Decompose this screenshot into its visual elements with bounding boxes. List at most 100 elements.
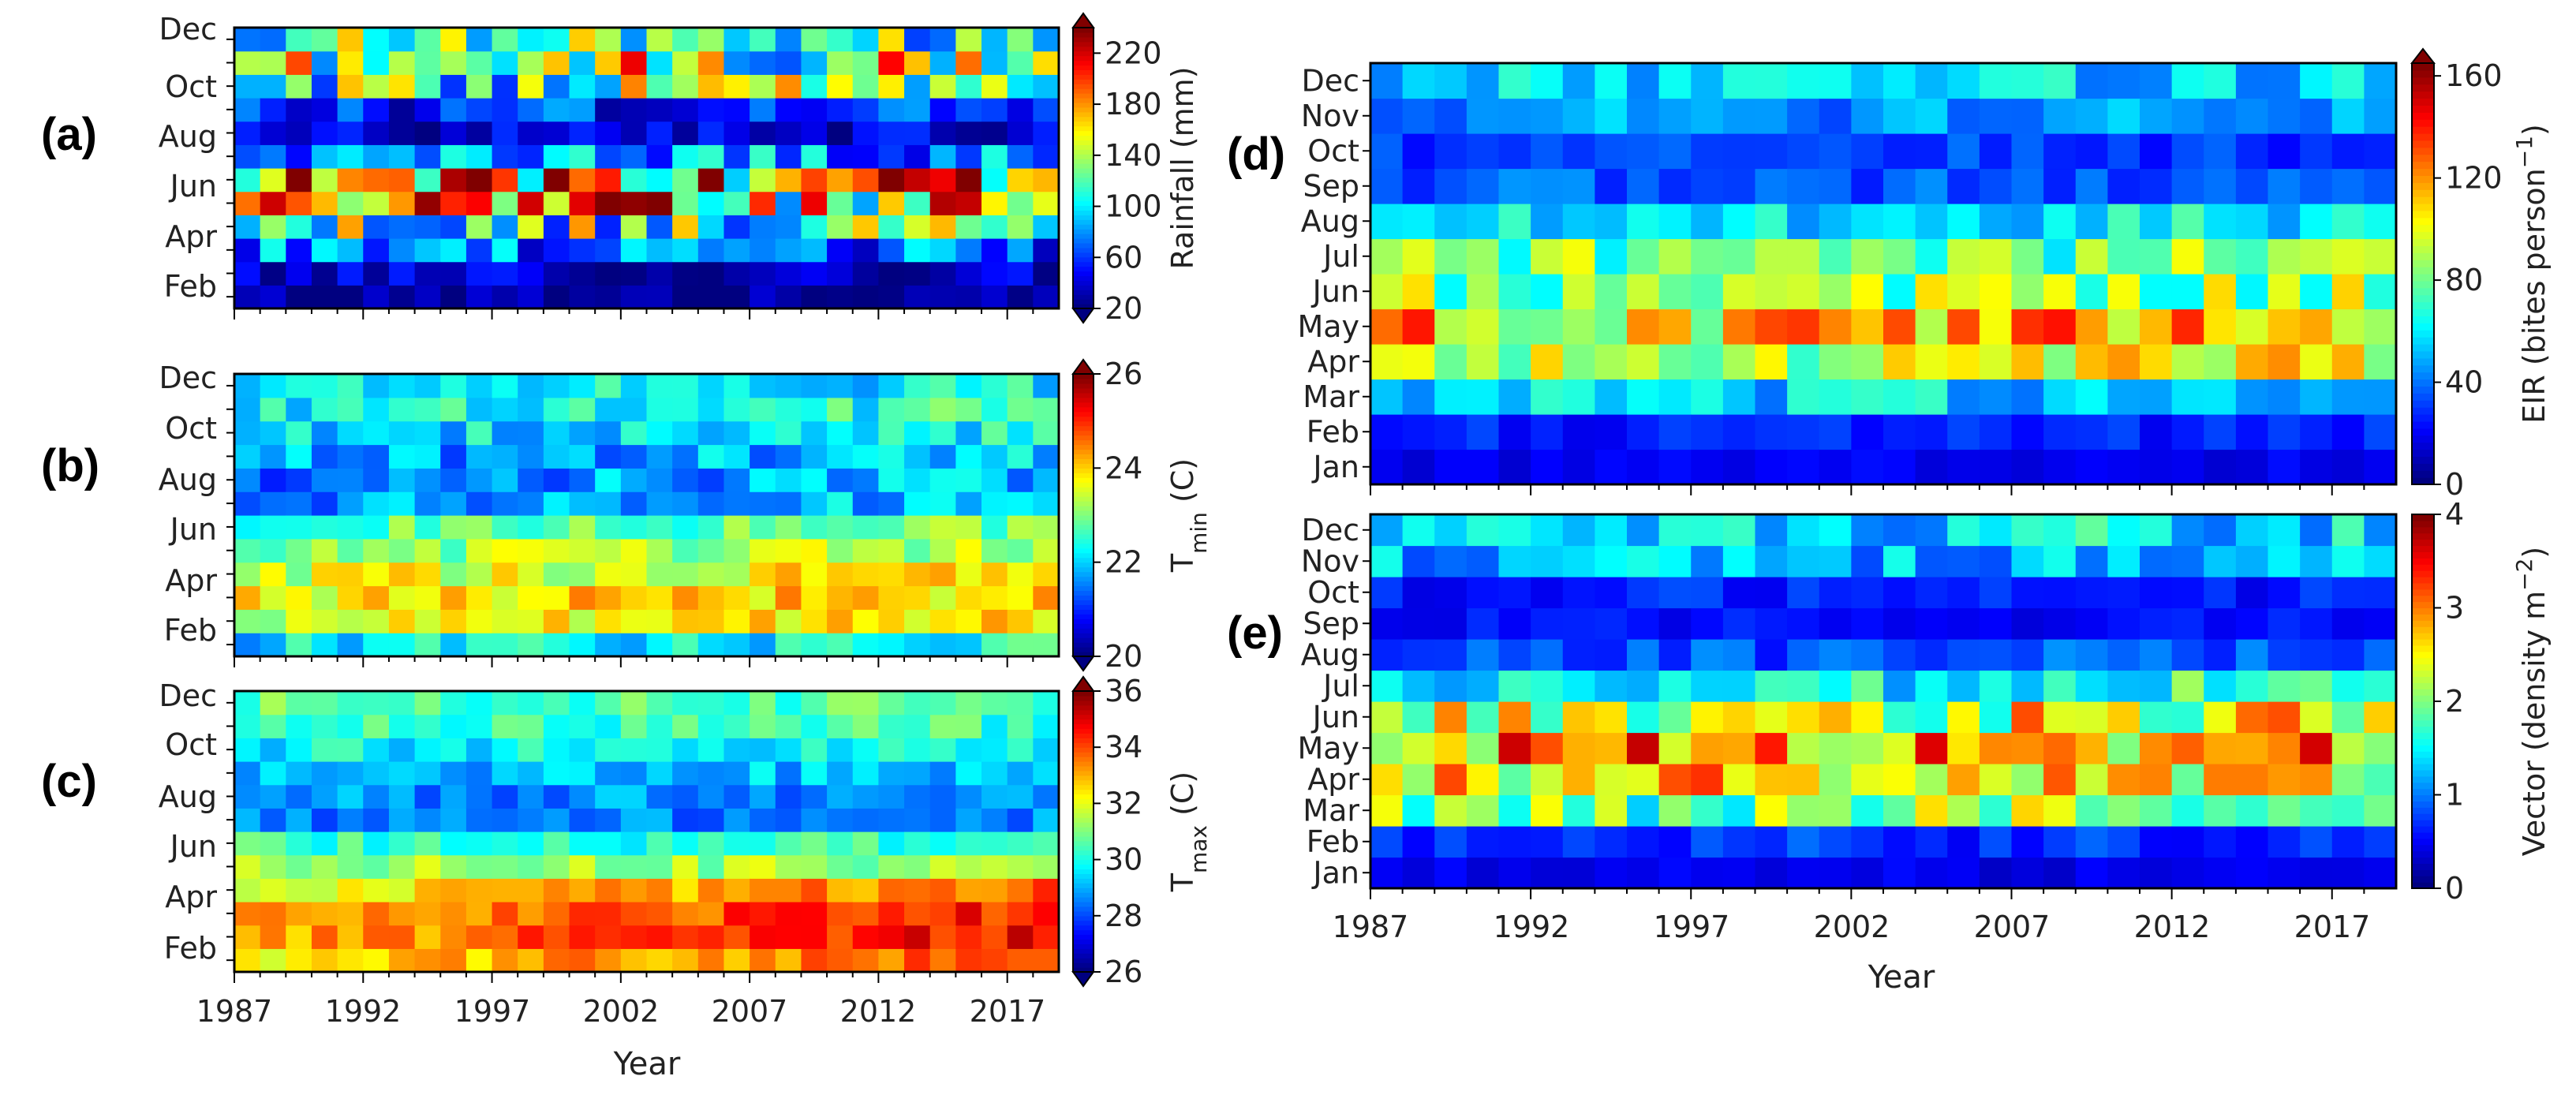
heatmap-cell-a-1988-m1: [260, 285, 286, 309]
heatmap-cell-b-1994-m3: [414, 585, 441, 610]
heatmap-cell-a-2002-m7: [620, 144, 648, 169]
heatmap-cell-e-1995-m9: [1627, 607, 1660, 640]
heatmap-cell-e-1995-m8: [1627, 639, 1660, 671]
heatmap-cell-b-1998-m1: [518, 633, 544, 657]
heatmap-cell-b-2014-m3: [929, 585, 956, 610]
y-tick-e-2: Mar: [1303, 793, 1359, 828]
heatmap-cell-c-2011-m7: [852, 808, 880, 832]
heatmap-cell-d-2009-m2: [2075, 414, 2108, 450]
colorbar-swatch-b-31: [1073, 506, 1094, 511]
heatmap-cell-e-1992-m6: [1531, 701, 1564, 734]
heatmap-cell-e-2011-m7: [2140, 670, 2173, 702]
heatmap-cell-a-1995-m5: [440, 191, 467, 215]
heatmap-cell-c-1987-m4: [234, 878, 261, 902]
heatmap-cell-d-2007-m10: [2011, 133, 2044, 170]
heatmap-cell-c-2004-m8: [672, 784, 699, 809]
heatmap-cell-b-1997-m7: [492, 491, 518, 516]
heatmap-cell-c-2005-m2: [697, 925, 725, 949]
heatmap-cell-c-2010-m5: [827, 854, 854, 879]
heatmap-cell-a-1988-m12: [260, 28, 286, 52]
heatmap-cell-e-1998-m9: [1722, 607, 1756, 640]
heatmap-cell-d-1999-m5: [1755, 308, 1788, 345]
heatmap-cell-c-2009-m8: [801, 784, 828, 809]
heatmap-cell-a-2007-m11: [750, 50, 776, 75]
heatmap-cell-b-2004-m2: [672, 609, 699, 633]
colorbar-swatch-c-4: [1073, 948, 1094, 954]
heatmap-cell-a-2010-m10: [827, 74, 854, 99]
heatmap-cell-c-2014-m10: [929, 738, 956, 762]
heatmap-cell-d-2005-m7: [1947, 238, 1980, 275]
heatmap-cell-c-2009-m12: [801, 691, 828, 716]
y-ticks-b: Feb Apr Jun Aug Oct Dec: [159, 361, 234, 648]
heatmap-cell-d-1993-m11: [1562, 98, 1595, 134]
colorbar-swatch-c-23: [1073, 859, 1094, 865]
heatmap-cell-e-1996-m9: [1658, 607, 1692, 640]
y-ticks-a: Feb Apr Jun Aug Oct Dec: [159, 12, 234, 304]
heatmap-cell-a-1999-m9: [543, 98, 570, 122]
heatmap-cell-a-2002-m10: [620, 74, 648, 99]
heatmap-cell-c-2013-m4: [904, 878, 931, 902]
heatmap-cell-c-2002-m1: [620, 948, 648, 973]
heatmap-cell-b-2012-m11: [878, 397, 905, 422]
heatmap-cell-d-2014-m2: [2235, 414, 2269, 450]
heatmap-cell-b-1990-m8: [311, 468, 338, 492]
heatmap-cell-a-2012-m3: [878, 238, 905, 263]
heatmap-cell-c-1988-m12: [260, 691, 286, 716]
heatmap-cell-c-1996-m1: [465, 948, 493, 973]
heatmap-cell-b-2000-m2: [569, 609, 596, 633]
heatmap-cell-a-2008-m5: [775, 191, 802, 215]
heatmap-cell-a-1996-m2: [465, 261, 493, 286]
colorbar-tick-b-0: 20: [1105, 639, 1142, 674]
heatmap-cell-a-1999-m11: [543, 50, 570, 75]
heatmap-cell-d-2018-m12: [2364, 63, 2397, 99]
heatmap-cell-b-2001-m2: [595, 609, 622, 633]
heatmap-cell-a-2009-m9: [801, 98, 828, 122]
colorbar-swatch-b-40: [1073, 463, 1094, 469]
y-tick-a-4: Oct: [165, 69, 217, 104]
heatmap-cell-c-1998-m12: [518, 691, 544, 716]
heatmap-cell-c-1988-m3: [260, 902, 286, 926]
colorbar-swatch-e-44: [2412, 607, 2434, 615]
heatmap-cell-d-2015-m8: [2268, 204, 2301, 240]
heatmap-cell-c-2010-m3: [827, 902, 854, 926]
heatmap-cell-b-1987-m1: [234, 633, 261, 657]
heatmap-cell-d-2015-m10: [2268, 133, 2301, 170]
heatmap-cell-d-2002-m5: [1851, 308, 1884, 345]
colorbar-swatch-c-9: [1073, 925, 1094, 931]
heatmap-cell-d-1996-m10: [1658, 133, 1692, 170]
heatmap-cell-d-1990-m6: [1466, 274, 1500, 310]
heatmap-cell-e-2015-m12: [2268, 514, 2301, 547]
heatmap-cell-b-2000-m8: [569, 468, 596, 492]
colorbar-swatch-d-19: [2412, 344, 2434, 352]
y-tick-d-5: Jun: [1311, 274, 1359, 308]
heatmap-cell-d-2004-m9: [1915, 168, 1948, 204]
heatmap-cell-a-1989-m11: [286, 50, 312, 75]
heatmap-cell-b-2002-m2: [620, 609, 648, 633]
heatmap-cell-d-2007-m2: [2011, 414, 2044, 450]
colorbar-swatch-d-18: [2412, 350, 2434, 359]
x-tick-e-0: 1987: [1333, 910, 1409, 944]
heatmap-cell-a-1987-m6: [234, 168, 261, 192]
heatmap-cell-c-2009-m6: [801, 831, 828, 856]
heatmap-cell-b-2003-m10: [646, 420, 673, 446]
heatmap-cell-b-2015-m5: [955, 538, 982, 563]
heatmap-cell-d-1989-m9: [1434, 168, 1467, 204]
heatmap-cell-c-2003-m7: [646, 808, 673, 832]
heatmap-cell-a-1994-m11: [414, 50, 441, 75]
heatmap-cell-b-1993-m7: [388, 491, 416, 516]
heatmap-cell-a-2018-m10: [1033, 74, 1060, 99]
heatmap-cell-c-2016-m5: [981, 854, 1008, 879]
heatmap-cell-e-1989-m2: [1434, 826, 1467, 858]
heatmap-cell-c-1989-m7: [286, 808, 312, 832]
heatmap-cell-b-2003-m3: [646, 585, 673, 610]
heatmap-cell-a-1993-m9: [388, 98, 416, 122]
heatmap-cell-b-2000-m6: [569, 515, 596, 540]
heatmap-cell-d-2010-m6: [2107, 274, 2140, 310]
heatmap-cell-a-2011-m4: [852, 215, 880, 239]
heatmap-cell-e-1993-m9: [1562, 607, 1595, 640]
colorbar-swatch-b-30: [1073, 510, 1094, 516]
heatmap-cell-d-1990-m9: [1466, 168, 1500, 204]
heatmap-cell-a-1996-m1: [465, 285, 493, 309]
heatmap-cell-c-1987-m10: [234, 738, 261, 762]
heatmap-cell-a-2015-m11: [955, 50, 982, 75]
